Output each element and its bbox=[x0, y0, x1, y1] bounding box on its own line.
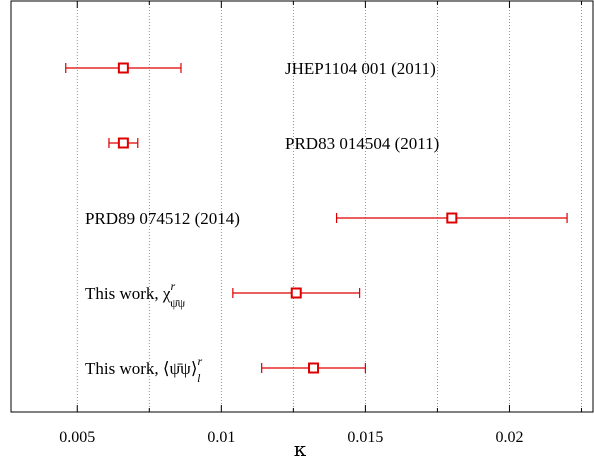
point-label-subscript: ψ̄ψ bbox=[170, 296, 186, 310]
point-label-text: This work, χ bbox=[85, 284, 171, 303]
point-label-superscript: r bbox=[170, 279, 175, 293]
point-marker bbox=[446, 212, 458, 224]
x-axis-title: κ bbox=[294, 437, 307, 459]
data-point bbox=[261, 362, 366, 374]
data-point bbox=[65, 62, 182, 74]
point-marker bbox=[290, 287, 302, 299]
plot-frame bbox=[10, 0, 594, 413]
data-point bbox=[335, 212, 568, 224]
point-label-text: PRD83 014504 (2011) bbox=[285, 134, 439, 153]
point-label: JHEP1104 001 (2011) bbox=[285, 59, 436, 78]
x-tick-label: 0.005 bbox=[59, 429, 95, 446]
data-point bbox=[108, 137, 139, 149]
point-label: PRD89 074512 (2014) bbox=[85, 209, 240, 228]
series bbox=[65, 62, 568, 374]
point-label: This work, ⟨ψ̄ψ⟩r l bbox=[85, 354, 202, 385]
data-point bbox=[232, 287, 361, 299]
x-tick-label: 0.015 bbox=[347, 429, 383, 446]
point-marker bbox=[308, 362, 320, 374]
point-label-text: JHEP1104 001 (2011) bbox=[285, 59, 436, 78]
x-tick-label: 0.01 bbox=[207, 429, 235, 446]
point-marker bbox=[117, 62, 129, 74]
point-labels: JHEP1104 001 (2011) PRD83 014504 (2011) PR… bbox=[85, 59, 439, 385]
point-label-subscript: l bbox=[197, 371, 201, 385]
point-label-text: This work, ⟨ψ̄ψ⟩ bbox=[85, 359, 197, 378]
grid-lines bbox=[76, 1, 582, 412]
x-tick-label: 0.02 bbox=[495, 429, 523, 446]
point-label: PRD83 014504 (2011) bbox=[285, 134, 439, 153]
point-marker bbox=[117, 137, 129, 149]
point-label: This work, χr ψ̄ψ bbox=[85, 279, 186, 310]
tick-marks: 0.005 0.01 0.015 0.02 bbox=[59, 1, 582, 446]
point-label-superscript: r bbox=[197, 354, 202, 368]
point-label-text: PRD89 074512 (2014) bbox=[85, 209, 240, 228]
